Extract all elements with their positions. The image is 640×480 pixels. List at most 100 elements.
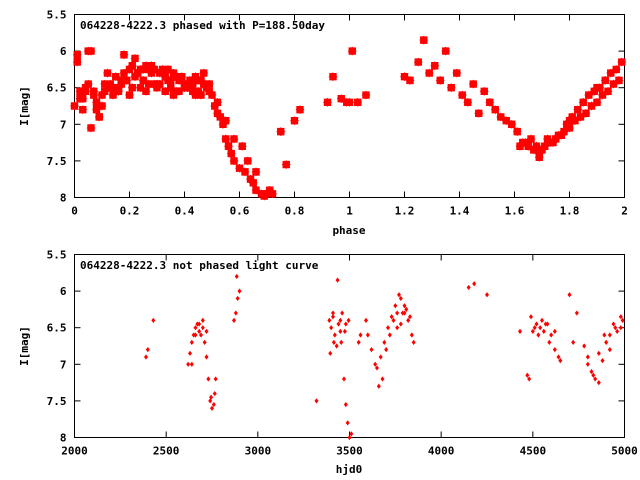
data-point	[343, 401, 348, 408]
data-point	[393, 303, 398, 309]
data-point	[119, 50, 129, 59]
plot-frame	[74, 254, 625, 438]
data-point	[213, 98, 222, 107]
data-point	[615, 328, 620, 334]
data-point	[211, 401, 216, 408]
data-point	[602, 332, 607, 338]
data-point	[342, 376, 346, 382]
data-point	[591, 372, 596, 378]
data-point	[197, 328, 202, 334]
grid-ticks	[74, 254, 625, 438]
data-point	[620, 317, 625, 323]
data-point	[356, 339, 361, 345]
x-tick-label: 0.2	[120, 205, 140, 218]
y-tick-label: 5.5	[47, 249, 67, 262]
x-tick-label: 1.8	[560, 205, 580, 218]
data-point	[106, 83, 115, 92]
data-point	[84, 46, 93, 56]
y-tick-label: 7.5	[47, 155, 67, 168]
data-point	[521, 138, 530, 147]
data-point	[472, 281, 477, 287]
data-point	[199, 79, 208, 89]
data-point	[576, 112, 585, 122]
y-tick-label: 8	[60, 432, 67, 445]
data-point	[513, 127, 522, 136]
data-point	[227, 149, 236, 158]
data-point	[251, 167, 261, 177]
data-point	[295, 105, 305, 114]
data-point	[73, 57, 82, 67]
data-point	[463, 98, 472, 107]
data-point	[336, 321, 341, 327]
data-point	[193, 325, 198, 331]
data-point	[224, 142, 233, 151]
data-point	[618, 325, 623, 331]
data-point	[408, 314, 412, 320]
data-point	[414, 57, 423, 67]
data-point	[339, 339, 344, 345]
data-point	[567, 292, 572, 298]
data-point	[538, 325, 543, 331]
data-point	[95, 112, 104, 122]
data-point	[485, 292, 489, 298]
data-point	[547, 339, 552, 345]
data-point	[78, 105, 87, 114]
data-point	[183, 83, 192, 92]
data-point	[199, 332, 203, 338]
data-point	[172, 87, 181, 96]
data-point	[213, 376, 218, 382]
data-point	[361, 90, 371, 100]
data-point	[365, 332, 370, 338]
data-point	[349, 431, 354, 437]
data-point	[543, 321, 548, 327]
data-point	[529, 314, 533, 320]
data-point	[334, 343, 339, 349]
data-point	[373, 361, 378, 367]
data-point	[177, 72, 186, 81]
data-point	[376, 383, 381, 389]
data-point	[130, 54, 140, 63]
x-tick-labels: 2000 2500 3000 3500 4000 4500 5000	[61, 445, 638, 458]
data-point	[200, 317, 205, 323]
data-point	[340, 310, 345, 316]
data-point	[409, 332, 414, 338]
y-tick-label: 6	[60, 45, 67, 58]
data-point	[405, 76, 415, 85]
y-tick-label: 8	[60, 192, 67, 205]
data-point	[331, 310, 335, 316]
data-point	[353, 98, 362, 107]
data-point	[282, 160, 291, 169]
x-tick-label: 1.2	[395, 205, 415, 218]
data-point	[530, 328, 535, 334]
data-point	[592, 83, 602, 92]
data-point	[141, 87, 151, 96]
data-point	[189, 339, 194, 345]
data-point	[238, 142, 247, 151]
data-point	[114, 83, 123, 92]
data-point	[554, 131, 563, 140]
data-point	[233, 310, 238, 316]
y-tick-label: 6	[60, 285, 67, 298]
data-point	[78, 94, 87, 103]
x-tick-label: 3000	[245, 445, 272, 458]
data-point	[507, 120, 516, 129]
data-point	[151, 317, 156, 323]
data-point	[565, 116, 574, 125]
chart-title: 064228-4222.3 not phased light curve	[80, 259, 319, 272]
data-point	[103, 68, 112, 78]
data-point	[609, 79, 618, 89]
data-point	[332, 332, 337, 338]
data-point	[86, 123, 96, 133]
data-point	[579, 98, 588, 107]
data-point	[189, 361, 194, 367]
data-point	[314, 398, 319, 404]
data-point	[197, 321, 202, 327]
data-point	[268, 189, 277, 199]
data-point	[342, 328, 347, 334]
data-point	[466, 284, 471, 291]
data-point	[536, 332, 541, 338]
data-point	[206, 376, 211, 382]
data-point	[369, 347, 374, 353]
data-point	[338, 317, 343, 323]
data-point	[607, 332, 612, 338]
